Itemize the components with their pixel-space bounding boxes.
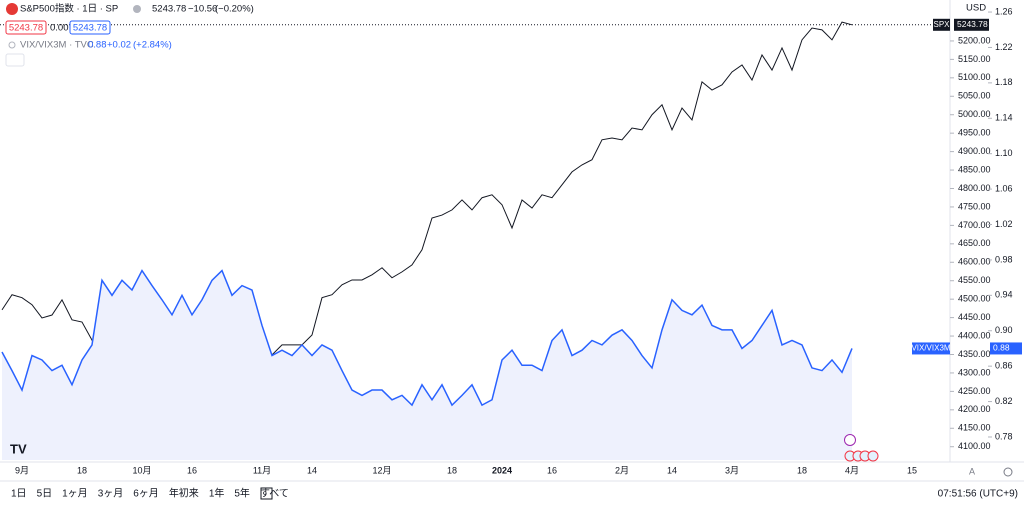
auto-scale[interactable]: A bbox=[969, 466, 975, 476]
bid-box[interactable] bbox=[5, 20, 47, 35]
y2-tick-label: 0.82 bbox=[995, 396, 1013, 406]
x-tick-label: 18 bbox=[797, 465, 807, 475]
y-tick-label: 4350.00 bbox=[958, 349, 991, 359]
range-button[interactable]: 6ヶ月 bbox=[133, 488, 159, 500]
y2-tick-label: 1.02 bbox=[995, 219, 1013, 229]
y-tick-label: 4500.00 bbox=[958, 294, 991, 304]
y-tick-label: 4900.00 bbox=[958, 146, 991, 156]
symbol-title: S&P500指数 · 1日 · SP bbox=[20, 3, 118, 15]
x-tick-label: 10月 bbox=[132, 465, 151, 475]
y2-tick-label: 1.14 bbox=[995, 113, 1013, 123]
compare-pct: (+2.84%) bbox=[133, 40, 172, 51]
y2-tick-label: 1.18 bbox=[995, 77, 1013, 87]
x-tick-label: 2月 bbox=[615, 465, 629, 475]
series-layer bbox=[0, 21, 950, 460]
last-value-bg bbox=[990, 342, 1022, 355]
y-tick-label: 4600.00 bbox=[958, 257, 991, 267]
x-tick-label: 14 bbox=[307, 465, 317, 475]
y2-tick-label: 0.78 bbox=[995, 431, 1013, 441]
series-tag: SPX bbox=[933, 20, 950, 29]
x-tick-label: 12月 bbox=[372, 465, 391, 475]
x-tick-label: 11月 bbox=[253, 465, 271, 475]
x-tick-label: 14 bbox=[667, 465, 677, 475]
y-tick-label: 5000.00 bbox=[958, 109, 991, 119]
range-button[interactable]: 1ヶ月 bbox=[62, 488, 88, 500]
y2-tick-label: 1.26 bbox=[995, 6, 1013, 16]
y2-tick-label: 0.98 bbox=[995, 254, 1013, 264]
last-value-label: 5243.78 bbox=[957, 19, 988, 29]
range-button[interactable]: 1日 bbox=[11, 489, 27, 500]
tv-logo: TV bbox=[10, 441, 27, 456]
range-button[interactable]: 1年 bbox=[209, 487, 225, 500]
x-tick-label: 18 bbox=[447, 465, 457, 475]
x-tick-label: 9月 bbox=[15, 465, 29, 475]
compare-name: VIX/VIX3M · TVC bbox=[20, 40, 94, 51]
range-button[interactable]: 3ヶ月 bbox=[98, 488, 124, 500]
clock: 07:51:56 (UTC+9) bbox=[938, 489, 1018, 500]
series-line bbox=[1, 269, 853, 407]
x-tick-label: 18 bbox=[77, 465, 87, 475]
y2-tick-label: 0.94 bbox=[995, 290, 1013, 300]
y-tick-label: 4550.00 bbox=[958, 275, 991, 285]
currency[interactable]: USD bbox=[966, 3, 986, 14]
x-tick-label: 2024 bbox=[492, 465, 512, 475]
market-status bbox=[133, 5, 141, 13]
y-tick-label: 4400.00 bbox=[958, 330, 991, 340]
y-tick-label: 5200.00 bbox=[958, 35, 991, 45]
y-tick-label: 5100.00 bbox=[958, 72, 991, 82]
symbol-logo bbox=[6, 3, 18, 15]
range-button[interactable]: 年初来 bbox=[169, 487, 199, 500]
y-tick-label: 4100.00 bbox=[958, 441, 991, 451]
y2-tick-label: 0.90 bbox=[995, 325, 1013, 335]
compare-icon bbox=[8, 41, 16, 49]
ask-box[interactable] bbox=[69, 20, 111, 35]
header-change-pct: (−0.20%) bbox=[215, 4, 254, 15]
series-tag-bg bbox=[933, 18, 950, 31]
y-tick-label: 4200.00 bbox=[958, 404, 991, 414]
x-tick-label: 3月 bbox=[725, 465, 739, 475]
header-price: 5243.78 bbox=[152, 4, 186, 15]
scale-settings[interactable] bbox=[1003, 467, 1013, 477]
y2-tick-label: 1.22 bbox=[995, 42, 1013, 52]
last-value-bg bbox=[954, 18, 989, 31]
range-button[interactable]: すべて bbox=[260, 488, 289, 500]
y2-tick-label: 1.06 bbox=[995, 183, 1013, 193]
y2-tick-label: 0.86 bbox=[995, 361, 1013, 371]
y2-tick-label: 1.10 bbox=[995, 148, 1013, 158]
ask[interactable]: 5243.78 bbox=[73, 23, 107, 34]
series-tag-bg bbox=[912, 342, 950, 355]
compare-price: 0.88 bbox=[88, 40, 107, 51]
y-tick-label: 4450.00 bbox=[958, 312, 991, 322]
y-tick-label: 4150.00 bbox=[958, 423, 991, 433]
y-tick-label: 4650.00 bbox=[958, 238, 991, 248]
compare-change: +0.02 bbox=[107, 40, 131, 51]
event-flag[interactable] bbox=[867, 450, 879, 462]
y-tick-label: 4800.00 bbox=[958, 183, 991, 193]
y-tick-label: 4250.00 bbox=[958, 386, 991, 396]
last-value-label: 0.88 bbox=[993, 343, 1010, 353]
series-tag: VIX/VIX3M bbox=[911, 344, 950, 353]
area-fill bbox=[2, 270, 852, 460]
collapse-button[interactable] bbox=[5, 53, 25, 67]
x-tick-label: 15 bbox=[907, 465, 917, 475]
x-tick-label: 4月 bbox=[845, 465, 859, 475]
bid[interactable]: 5243.78 bbox=[9, 23, 43, 34]
x-tick-label: 16 bbox=[547, 465, 557, 475]
y-tick-label: 4300.00 bbox=[958, 367, 991, 377]
y-tick-label: 4850.00 bbox=[958, 164, 991, 174]
range-button[interactable]: 5日 bbox=[37, 489, 53, 500]
y-tick-label: 4950.00 bbox=[958, 128, 991, 138]
y-tick-label: 5150.00 bbox=[958, 54, 991, 64]
event-icon[interactable] bbox=[844, 434, 856, 446]
y-tick-label: 4750.00 bbox=[958, 201, 991, 211]
x-tick-label: 16 bbox=[187, 465, 197, 475]
y-tick-label: 5050.00 bbox=[958, 91, 991, 101]
date-range-icon[interactable] bbox=[260, 487, 273, 500]
spread: 0.00 bbox=[50, 23, 69, 34]
range-button[interactable]: 5年 bbox=[234, 487, 250, 500]
y-tick-label: 4700.00 bbox=[958, 220, 991, 230]
header-change: −10.56 bbox=[188, 4, 217, 15]
